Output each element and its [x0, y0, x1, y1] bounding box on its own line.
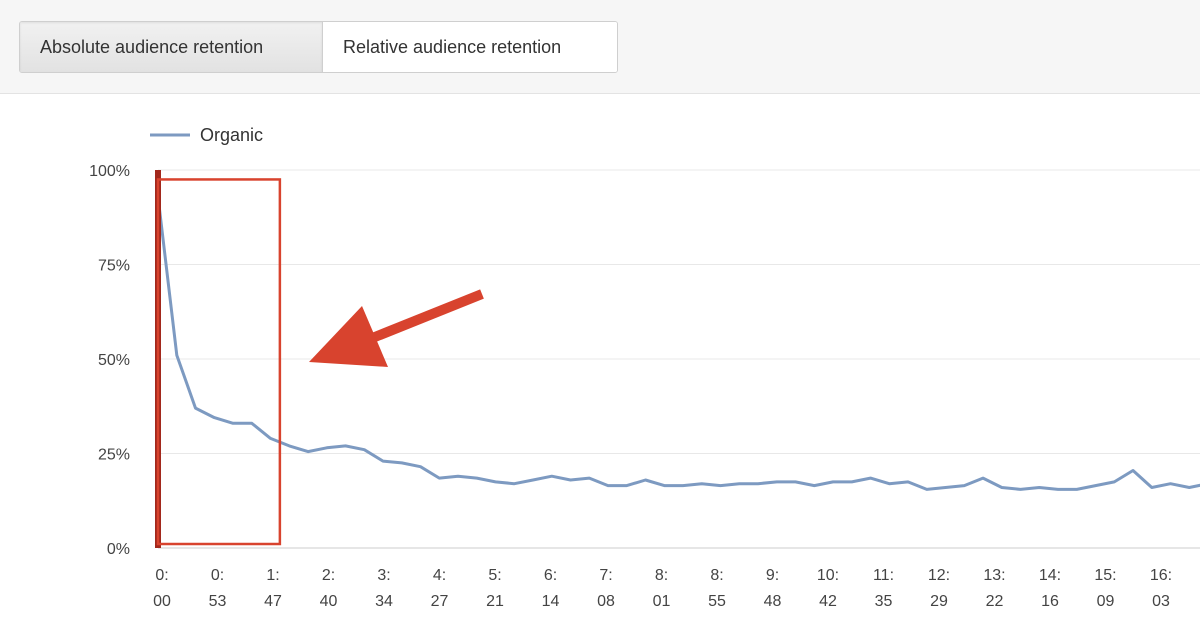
x-tick-label: 2: 40 — [320, 567, 338, 610]
x-tick-label: 3: 34 — [375, 567, 393, 610]
x-tick-minutes: 0: — [211, 567, 224, 584]
x-tick-minutes: 1: — [266, 567, 279, 584]
x-tick-seconds: 34 — [375, 593, 393, 610]
x-tick-seconds: 29 — [930, 593, 948, 610]
annotation-layer — [155, 170, 484, 548]
x-tick-minutes: 0: — [155, 567, 168, 584]
x-tick-label: 16: 03 — [1150, 567, 1172, 610]
x-tick-seconds: 48 — [764, 593, 782, 610]
x-tick-seconds: 42 — [819, 593, 837, 610]
y-tick-label: 50% — [98, 352, 130, 369]
x-tick-label: 7: 08 — [597, 567, 615, 610]
x-tick-minutes: 12: — [928, 567, 950, 584]
x-tick-label: 9: 48 — [764, 567, 782, 610]
x-tick-seconds: 16 — [1041, 593, 1059, 610]
x-tick-seconds: 27 — [431, 593, 449, 610]
x-tick-seconds: 47 — [264, 593, 282, 610]
y-tick-label: 75% — [98, 258, 130, 275]
highlight-arrow — [309, 289, 484, 367]
y-tick-label: 25% — [98, 447, 130, 464]
x-tick-minutes: 3: — [377, 567, 390, 584]
x-tick-minutes: 15: — [1094, 567, 1116, 584]
x-tick-label: 10: 42 — [817, 567, 839, 610]
x-tick-label: 5: 21 — [486, 567, 504, 610]
x-tick-label: 8: 01 — [653, 567, 671, 610]
x-tick-seconds: 14 — [542, 593, 560, 610]
x-tick-label: 13: 22 — [983, 567, 1005, 610]
x-tick-seconds: 01 — [653, 593, 671, 610]
x-tick-seconds: 21 — [486, 593, 504, 610]
x-tick-minutes: 11: — [873, 567, 894, 584]
retention-toggle: Absolute audience retention Relative aud… — [19, 21, 618, 73]
chart-toolbar: Absolute audience retention Relative aud… — [0, 0, 1200, 94]
x-tick-minutes: 14: — [1039, 567, 1061, 584]
x-tick-minutes: 13: — [983, 567, 1005, 584]
x-tick-minutes: 8: — [710, 567, 723, 584]
x-tick-minutes: 6: — [544, 567, 557, 584]
x-axis-ticks: 0: 00 0: 53 1: 47 2: 40 3: 34 4: 27 5: 21 6: 14 7: 08 8: 01… — [153, 567, 1172, 610]
absolute-retention-tab[interactable]: Absolute audience retention — [20, 22, 323, 72]
x-tick-minutes: 2: — [322, 567, 335, 584]
x-tick-minutes: 8: — [655, 567, 668, 584]
x-tick-seconds: 40 — [320, 593, 338, 610]
x-tick-seconds: 00 — [153, 593, 171, 610]
x-tick-minutes: 7: — [599, 567, 612, 584]
x-tick-label: 6: 14 — [542, 567, 560, 610]
x-tick-label: 12: 29 — [928, 567, 950, 610]
x-tick-minutes: 4: — [433, 567, 446, 584]
x-tick-label: 0: 53 — [209, 567, 227, 610]
x-tick-minutes: 9: — [766, 567, 779, 584]
x-tick-seconds: 03 — [1152, 593, 1170, 610]
y-axis-ticks: 0% 25% 50% 75% 100% — [89, 163, 130, 558]
x-tick-label: 15: 09 — [1094, 567, 1116, 610]
series-line-organic — [156, 195, 1200, 491]
x-tick-seconds: 35 — [875, 593, 893, 610]
x-tick-label: 11: 35 — [873, 567, 894, 610]
x-tick-label: 8: 55 — [708, 567, 726, 610]
y-tick-label: 0% — [107, 541, 130, 558]
x-tick-label: 14: 16 — [1039, 567, 1061, 610]
legend-label-organic: Organic — [200, 125, 263, 145]
x-tick-minutes: 10: — [817, 567, 839, 584]
x-tick-seconds: 55 — [708, 593, 726, 610]
x-tick-label: 0: 00 — [153, 567, 171, 610]
x-tick-minutes: 16: — [1150, 567, 1172, 584]
x-tick-seconds: 08 — [597, 593, 615, 610]
x-tick-seconds: 09 — [1097, 593, 1115, 610]
highlight-box — [156, 178, 282, 546]
series-layer — [156, 195, 1200, 491]
x-tick-seconds: 53 — [209, 593, 227, 610]
x-tick-label: 1: 47 — [264, 567, 282, 610]
relative-retention-tab[interactable]: Relative audience retention — [323, 22, 617, 72]
x-tick-minutes: 5: — [488, 567, 501, 584]
x-tick-label: 4: 27 — [431, 567, 449, 610]
legend[interactable]: Organic — [150, 125, 263, 145]
y-tick-label: 100% — [89, 163, 130, 180]
x-tick-seconds: 22 — [986, 593, 1004, 610]
